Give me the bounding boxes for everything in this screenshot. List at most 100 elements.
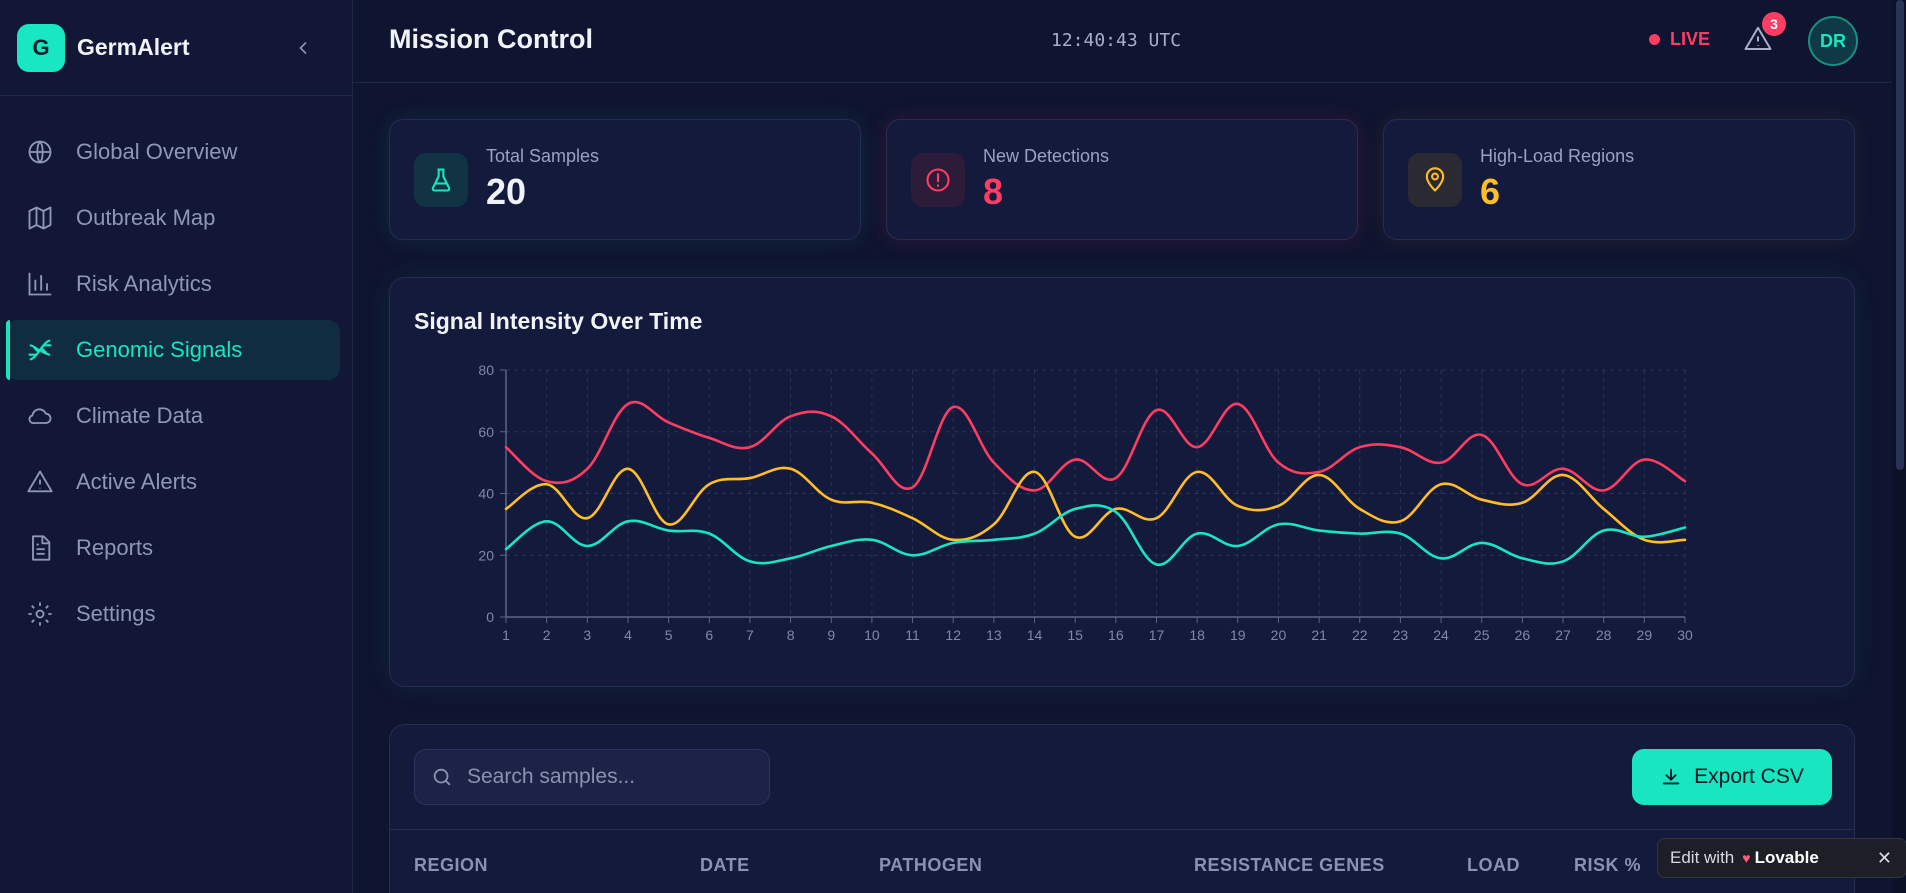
x-tick-label: 24 [1433, 627, 1449, 643]
sidebar-nav: Global Overview Outbreak Map Risk Analyt… [0, 96, 352, 644]
sidebar-item-label: Outbreak Map [76, 205, 216, 230]
stat-card-high-load-regions: High-Load Regions 6 [1383, 119, 1855, 240]
download-icon [1662, 768, 1680, 785]
x-tick-label: 3 [583, 627, 591, 643]
column-header-region[interactable]: REGION [414, 855, 489, 875]
map-pin-icon [1408, 152, 1462, 207]
column-header-date[interactable]: DATE [700, 855, 750, 875]
x-tick-label: 23 [1393, 627, 1409, 643]
edit-with-lovable-badge[interactable]: Edit with ♥ Lovable ✕ [1657, 838, 1906, 878]
warning-icon [24, 466, 56, 498]
warning-icon [1744, 26, 1772, 50]
close-icon[interactable]: ✕ [1876, 847, 1892, 868]
utc-clock: 12:40:43 UTC [1051, 30, 1182, 51]
sidebar-item-reports[interactable]: Reports [6, 518, 340, 578]
dna-icon [24, 334, 56, 366]
series-line-red [504, 400, 1687, 492]
sidebar-item-risk-analytics[interactable]: Risk Analytics [6, 254, 340, 314]
x-tick-label: 30 [1677, 627, 1693, 643]
brand: G GermAlert [0, 0, 352, 96]
x-tick-label: 14 [1027, 627, 1043, 643]
signal-intensity-chart-card: Signal Intensity Over Time 0 20 40 60 80 1 2 3 4… [389, 277, 1855, 687]
sidebar-item-label: Active Alerts [76, 469, 198, 494]
gear-icon [24, 598, 56, 630]
stat-card-total-samples: Total Samples 20 [389, 119, 861, 240]
x-tick-label: 18 [1189, 627, 1205, 643]
x-tick-label: 20 [1271, 627, 1287, 643]
sidebar: G GermAlert Global Overview Outbreak Map… [0, 0, 353, 893]
lovable-brand: Lovable [1754, 848, 1819, 867]
stat-label: New Detections [983, 146, 1110, 166]
x-tick-label: 11 [905, 627, 920, 643]
x-tick-label: 9 [827, 627, 835, 643]
stat-label: High-Load Regions [1480, 146, 1635, 166]
column-header-load[interactable]: LOAD [1467, 855, 1520, 875]
series-line-amber [504, 466, 1687, 544]
x-tick-label: 7 [746, 627, 754, 643]
x-tick-label: 1 [502, 627, 510, 643]
live-indicator: LIVE [1649, 29, 1710, 50]
y-tick-label: 20 [478, 547, 494, 563]
x-tick-label: 8 [787, 627, 795, 643]
x-tick-label: 6 [705, 627, 713, 643]
column-header-resistance-genes[interactable]: RESISTANCE GENES [1194, 855, 1385, 875]
user-avatar[interactable]: DR [1808, 16, 1858, 66]
x-tick-label: 19 [1230, 627, 1246, 643]
sidebar-item-genomic-signals[interactable]: Genomic Signals [6, 320, 340, 380]
x-tick-label: 17 [1149, 627, 1165, 643]
flask-icon [414, 152, 468, 207]
live-dot-icon [1649, 34, 1660, 45]
x-tick-label: 25 [1474, 627, 1490, 643]
x-tick-label: 22 [1352, 627, 1368, 643]
x-tick-label: 12 [945, 627, 961, 643]
sidebar-item-label: Risk Analytics [76, 271, 212, 296]
live-label: LIVE [1670, 29, 1711, 49]
x-tick-label: 29 [1637, 627, 1653, 643]
page-scrollbar[interactable] [1892, 0, 1906, 893]
alerts-button[interactable] [1743, 24, 1777, 58]
y-tick-label: 60 [478, 424, 494, 440]
sidebar-item-global-overview[interactable]: Global Overview [6, 122, 340, 182]
sidebar-item-settings[interactable]: Settings [6, 584, 340, 644]
x-tick-label: 16 [1108, 627, 1124, 643]
bar-chart-icon [24, 268, 56, 300]
x-tick-label: 26 [1515, 627, 1531, 643]
export-csv-label: Export CSV [1694, 765, 1804, 788]
page-title: Mission Control [389, 24, 593, 54]
globe-icon [24, 136, 56, 168]
column-header-pathogen[interactable]: PATHOGEN [879, 855, 983, 875]
app-logo[interactable]: G [17, 23, 65, 72]
y-tick-label: 80 [478, 362, 494, 378]
stat-value: 8 [983, 171, 1004, 212]
x-tick-label: 28 [1596, 627, 1612, 643]
sidebar-item-climate-data[interactable]: Climate Data [6, 386, 340, 446]
search-input[interactable] [467, 765, 757, 789]
sidebar-item-active-alerts[interactable]: Active Alerts [6, 452, 340, 512]
cloud-icon [24, 400, 56, 432]
x-tick-label: 10 [864, 627, 880, 643]
x-tick-label: 2 [543, 627, 551, 643]
export-csv-button[interactable]: Export CSV [1632, 749, 1832, 805]
stat-value: 6 [1480, 171, 1501, 212]
alert-circle-icon [911, 152, 965, 207]
y-tick-label: 40 [478, 486, 494, 502]
document-icon [24, 532, 56, 564]
search-icon [433, 768, 451, 786]
search-box[interactable] [414, 749, 770, 805]
x-tick-label: 13 [986, 627, 1002, 643]
stat-card-new-detections: New Detections 8 [886, 119, 1358, 240]
sidebar-item-label: Genomic Signals [76, 337, 243, 362]
lovable-prefix: Edit with [1670, 848, 1735, 867]
column-header-risk[interactable]: RISK % [1574, 855, 1642, 875]
heart-icon: ♥ [1742, 850, 1751, 866]
x-tick-label: 27 [1555, 627, 1571, 643]
y-tick-label: 0 [486, 609, 494, 625]
collapse-sidebar-button[interactable] [291, 36, 315, 60]
table-header: REGION DATE PATHOGEN RESISTANCE GENES LO… [390, 829, 1854, 889]
stat-value: 20 [486, 171, 527, 212]
scrollbar-thumb[interactable] [1896, 0, 1904, 470]
sidebar-item-label: Global Overview [76, 139, 238, 164]
x-tick-label: 15 [1067, 627, 1083, 643]
sidebar-item-outbreak-map[interactable]: Outbreak Map [6, 188, 340, 248]
